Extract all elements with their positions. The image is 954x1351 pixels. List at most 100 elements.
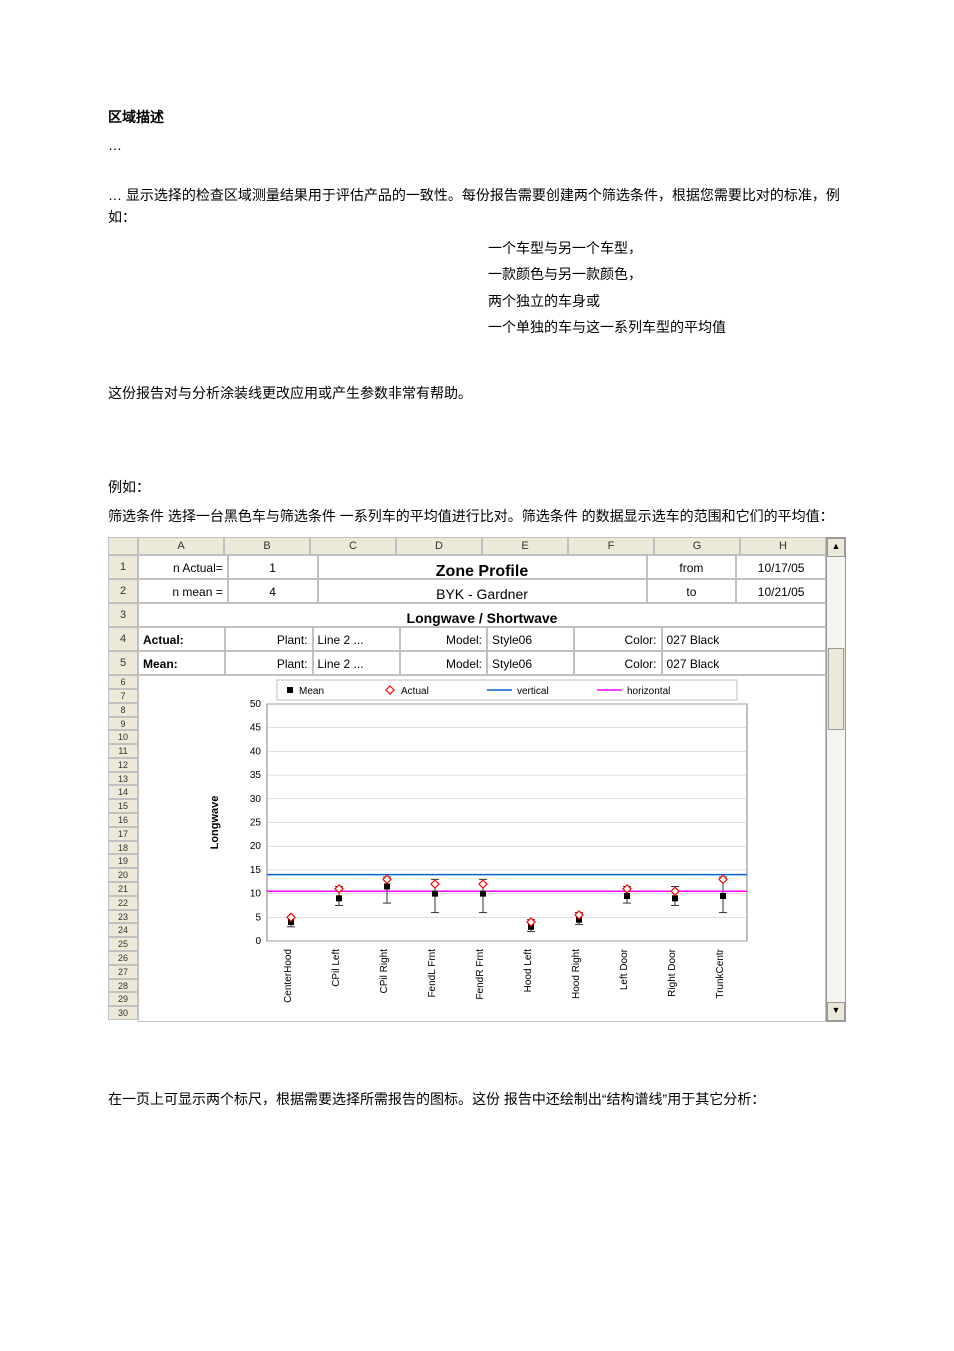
row-header[interactable]: 7 [108, 689, 138, 703]
row-header[interactable]: 14 [108, 785, 138, 799]
row-header[interactable]: 18 [108, 841, 138, 855]
row-header[interactable]: 5 [108, 651, 138, 675]
label-to: to [647, 579, 737, 603]
scroll-up-button[interactable]: ▲ [827, 538, 845, 557]
column-header[interactable]: E [482, 537, 568, 555]
svg-text:Mean: Mean [299, 686, 324, 697]
svg-text:CPil Left: CPil Left [331, 949, 342, 987]
row-header[interactable]: 9 [108, 717, 138, 731]
row-header[interactable]: 10 [108, 730, 138, 744]
svg-text:FendR Frnt: FendR Frnt [475, 949, 486, 1000]
table-row: Actual: Plant: Line 2 ... Model: Style06… [138, 627, 826, 651]
paragraph-3: 筛选条件 选择一台黑色车与筛选条件 一系列车的平均值进行比对。筛选条件 的数据显… [108, 505, 846, 527]
column-header[interactable]: G [654, 537, 740, 555]
paragraph-2: 这份报告对与分析涂装线更改应用或产生参数非常有帮助。 [108, 382, 846, 404]
ellipsis: … [108, 134, 846, 156]
svg-text:40: 40 [250, 747, 262, 758]
label-mean: Mean: [138, 651, 225, 675]
svg-text:vertical: vertical [517, 686, 549, 697]
svg-text:25: 25 [250, 818, 262, 829]
row-header[interactable]: 21 [108, 882, 138, 896]
label-n-mean: n mean = [138, 579, 228, 603]
svg-text:30: 30 [250, 794, 262, 805]
column-header[interactable]: H [740, 537, 826, 555]
svg-text:Actual: Actual [401, 686, 429, 697]
longwave-chart: 05101520253035404550LongwaveCenterHoodCP… [139, 676, 825, 1021]
svg-text:20: 20 [250, 841, 262, 852]
row-header[interactable]: 30 [108, 1006, 138, 1020]
byk-subtitle: BYK - Gardner [318, 579, 647, 603]
row-header[interactable]: 27 [108, 965, 138, 979]
value-color-actual: 027 Black [662, 627, 827, 651]
value-model-actual: Style06 [487, 627, 574, 651]
label-from: from [647, 555, 737, 579]
column-header[interactable]: A [138, 537, 224, 555]
label-n-actual: n Actual= [138, 555, 228, 579]
row-header[interactable]: 16 [108, 813, 138, 827]
row-header[interactable]: 22 [108, 896, 138, 910]
row-header[interactable]: 23 [108, 910, 138, 924]
vertical-scrollbar[interactable]: ▲ ▼ [826, 537, 846, 1022]
section-heading: 区域描述 [108, 106, 846, 128]
row-header[interactable]: 8 [108, 703, 138, 717]
table-row: Mean: Plant: Line 2 ... Model: Style06 C… [138, 651, 826, 675]
value-n-mean: 4 [228, 579, 318, 603]
row-header[interactable]: 29 [108, 992, 138, 1006]
column-header[interactable]: F [568, 537, 654, 555]
svg-text:Left Door: Left Door [619, 948, 630, 990]
row-header[interactable]: 17 [108, 827, 138, 841]
row-header[interactable]: 19 [108, 854, 138, 868]
svg-text:Hood Left: Hood Left [523, 949, 534, 993]
svg-text:FendL Frnt: FendL Frnt [427, 949, 438, 998]
svg-text:50: 50 [250, 699, 262, 710]
row-header-col: 1234567891011121314151617181920212223242… [108, 537, 138, 1022]
column-header[interactable]: B [224, 537, 310, 555]
row-header[interactable]: 3 [108, 603, 138, 627]
row-header[interactable]: 25 [108, 937, 138, 951]
table-row: n mean = 4 BYK - Gardner to 10/21/05 [138, 579, 826, 603]
value-to-date: 10/21/05 [736, 579, 826, 603]
row-header[interactable]: 20 [108, 868, 138, 882]
row-header[interactable]: 11 [108, 744, 138, 758]
row-header[interactable]: 4 [108, 627, 138, 651]
row-header[interactable]: 1 [108, 555, 138, 579]
column-headers[interactable]: ABCDEFGH [138, 537, 826, 555]
svg-text:35: 35 [250, 770, 262, 781]
label-actual: Actual: [138, 627, 225, 651]
longwave-shortwave-title: Longwave / Shortwave [138, 603, 826, 627]
row-header[interactable]: 24 [108, 923, 138, 937]
row-header[interactable]: 26 [108, 951, 138, 965]
label-plant: Plant: [225, 627, 312, 651]
example-line-4: 一个单独的车与这一系列车型的平均值 [488, 314, 846, 341]
zone-profile-title: Zone Profile [318, 555, 647, 579]
svg-text:CPil Right: CPil Right [379, 949, 390, 994]
spreadsheet-container: 1234567891011121314151617181920212223242… [108, 537, 846, 1022]
svg-text:Hood Right: Hood Right [571, 949, 582, 999]
sheet-main: ABCDEFGH n Actual= 1 Zone Profile from 1… [138, 537, 826, 1022]
row-header[interactable]: 6 [108, 675, 138, 689]
row-header[interactable]: 15 [108, 799, 138, 813]
row-header[interactable]: 2 [108, 579, 138, 603]
example-line-2: 一款颜色与另一款颜色， [488, 261, 846, 288]
label-color: Color: [574, 627, 661, 651]
example-label: 例如： [108, 476, 846, 498]
value-plant-actual: Line 2 ... [313, 627, 400, 651]
corner-cell[interactable] [108, 537, 138, 555]
svg-text:10: 10 [250, 889, 262, 900]
value-model-mean: Style06 [487, 651, 574, 675]
label-plant: Plant: [225, 651, 312, 675]
scroll-down-button[interactable]: ▼ [827, 1002, 845, 1021]
scroll-thumb[interactable] [828, 648, 844, 730]
intro-paragraph: … 显示选择的检查区域测量结果用于评估产品的一致性。每份报告需要创建两个筛选条件… [108, 184, 846, 229]
label-color: Color: [574, 651, 661, 675]
column-header[interactable]: D [396, 537, 482, 555]
row-header[interactable]: 13 [108, 772, 138, 786]
row-header[interactable]: 28 [108, 979, 138, 993]
value-n-actual: 1 [228, 555, 318, 579]
table-row: Longwave / Shortwave [138, 603, 826, 627]
table-row: n Actual= 1 Zone Profile from 10/17/05 [138, 555, 826, 579]
svg-text:Longwave: Longwave [209, 796, 221, 850]
column-header[interactable]: C [310, 537, 396, 555]
row-header[interactable]: 12 [108, 758, 138, 772]
value-color-mean: 027 Black [662, 651, 827, 675]
